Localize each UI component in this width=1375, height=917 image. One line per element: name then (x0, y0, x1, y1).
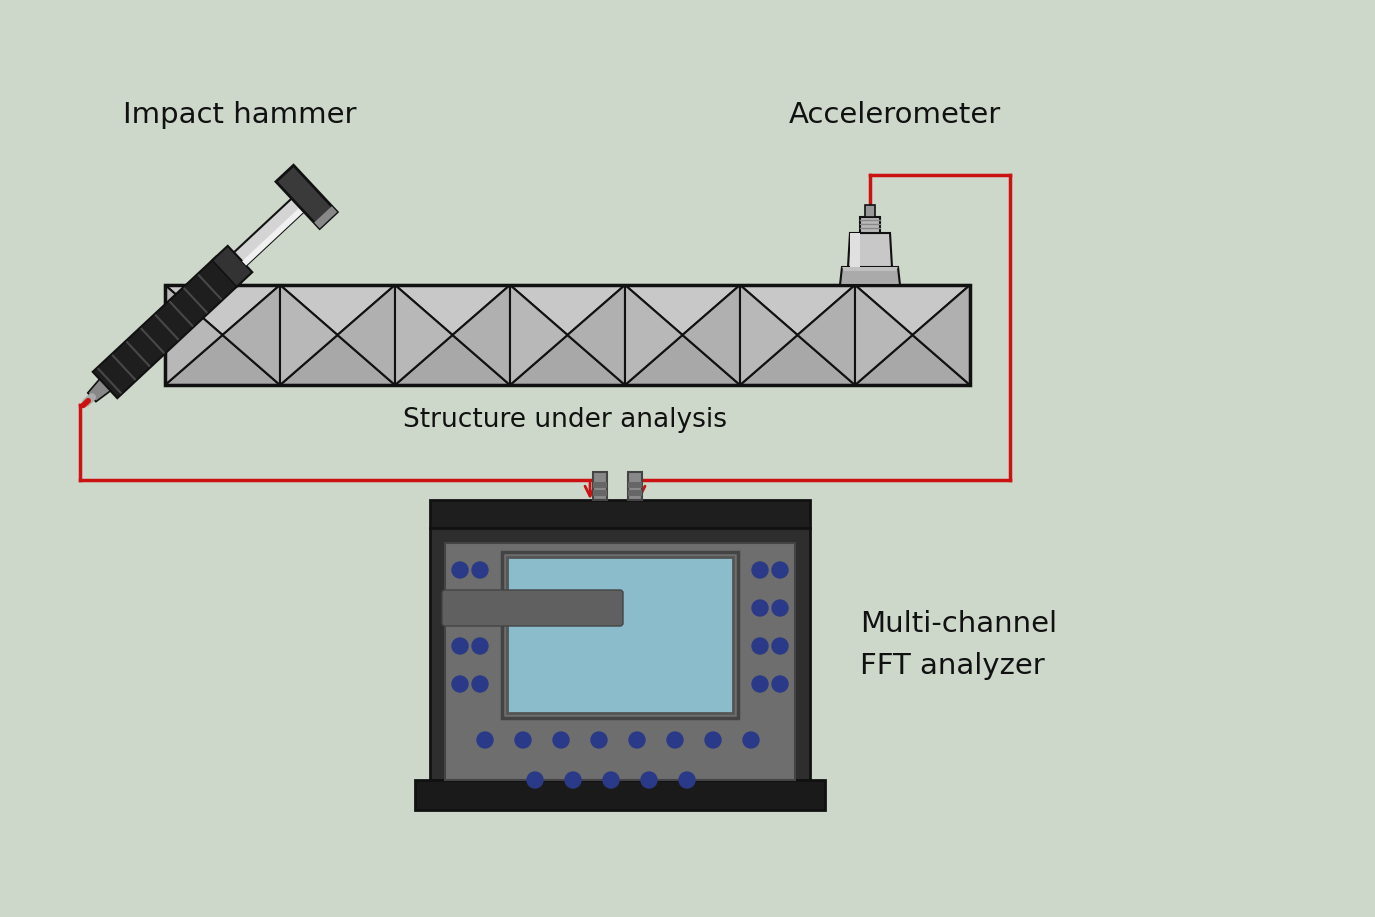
Polygon shape (682, 285, 740, 385)
FancyBboxPatch shape (507, 557, 733, 713)
Circle shape (752, 562, 769, 578)
Text: Impact hammer: Impact hammer (124, 101, 356, 129)
Circle shape (516, 732, 531, 748)
Circle shape (771, 676, 788, 692)
Circle shape (752, 600, 769, 616)
Polygon shape (740, 285, 797, 385)
Circle shape (472, 562, 488, 578)
FancyBboxPatch shape (430, 500, 810, 528)
FancyBboxPatch shape (859, 217, 880, 233)
Polygon shape (855, 335, 969, 385)
Text: Structure under analysis: Structure under analysis (403, 407, 727, 433)
FancyBboxPatch shape (593, 490, 606, 496)
Polygon shape (510, 335, 626, 385)
Polygon shape (88, 379, 110, 402)
Polygon shape (626, 285, 682, 385)
Circle shape (667, 732, 683, 748)
Polygon shape (798, 285, 855, 385)
Circle shape (628, 732, 645, 748)
Polygon shape (510, 285, 568, 385)
Polygon shape (242, 204, 307, 266)
Polygon shape (842, 267, 898, 271)
Circle shape (553, 732, 569, 748)
Circle shape (452, 638, 468, 654)
Polygon shape (740, 335, 855, 385)
Circle shape (477, 732, 494, 748)
Polygon shape (855, 285, 913, 385)
Circle shape (742, 732, 759, 748)
FancyBboxPatch shape (593, 482, 606, 488)
Polygon shape (913, 285, 969, 385)
Polygon shape (315, 206, 337, 228)
Circle shape (565, 772, 582, 788)
Polygon shape (626, 335, 740, 385)
Circle shape (472, 600, 488, 616)
Circle shape (452, 676, 468, 692)
FancyBboxPatch shape (593, 472, 606, 500)
Polygon shape (840, 267, 901, 285)
FancyBboxPatch shape (628, 490, 642, 496)
FancyBboxPatch shape (865, 205, 874, 217)
Polygon shape (276, 165, 337, 228)
FancyBboxPatch shape (628, 482, 642, 488)
Polygon shape (337, 285, 395, 385)
Polygon shape (234, 195, 307, 266)
Circle shape (472, 676, 488, 692)
Polygon shape (510, 285, 626, 335)
Circle shape (771, 638, 788, 654)
Polygon shape (850, 233, 859, 267)
Polygon shape (855, 285, 969, 335)
Polygon shape (848, 233, 892, 267)
Circle shape (527, 772, 543, 788)
Polygon shape (165, 285, 280, 335)
Polygon shape (740, 285, 855, 335)
Text: Multi-channel
FFT analyzer: Multi-channel FFT analyzer (859, 611, 1057, 679)
Polygon shape (165, 335, 280, 385)
Circle shape (752, 676, 769, 692)
Circle shape (679, 772, 694, 788)
FancyBboxPatch shape (430, 528, 810, 780)
Polygon shape (626, 285, 740, 335)
Polygon shape (452, 285, 510, 385)
Text: Accelerometer: Accelerometer (789, 101, 1001, 129)
Polygon shape (280, 335, 395, 385)
Polygon shape (212, 246, 252, 287)
Polygon shape (223, 285, 280, 385)
Polygon shape (92, 257, 241, 398)
Circle shape (452, 562, 468, 578)
Polygon shape (280, 285, 395, 335)
Polygon shape (165, 285, 223, 385)
FancyBboxPatch shape (415, 780, 825, 810)
Polygon shape (395, 285, 452, 385)
FancyBboxPatch shape (441, 590, 623, 626)
Circle shape (705, 732, 720, 748)
FancyBboxPatch shape (446, 543, 795, 780)
Polygon shape (568, 285, 626, 385)
Circle shape (752, 638, 769, 654)
Circle shape (591, 732, 606, 748)
Circle shape (641, 772, 657, 788)
Polygon shape (395, 285, 510, 335)
Circle shape (452, 600, 468, 616)
Circle shape (604, 772, 619, 788)
Polygon shape (395, 335, 510, 385)
Circle shape (472, 638, 488, 654)
Circle shape (771, 600, 788, 616)
Polygon shape (280, 285, 337, 385)
Circle shape (771, 562, 788, 578)
FancyBboxPatch shape (628, 472, 642, 500)
